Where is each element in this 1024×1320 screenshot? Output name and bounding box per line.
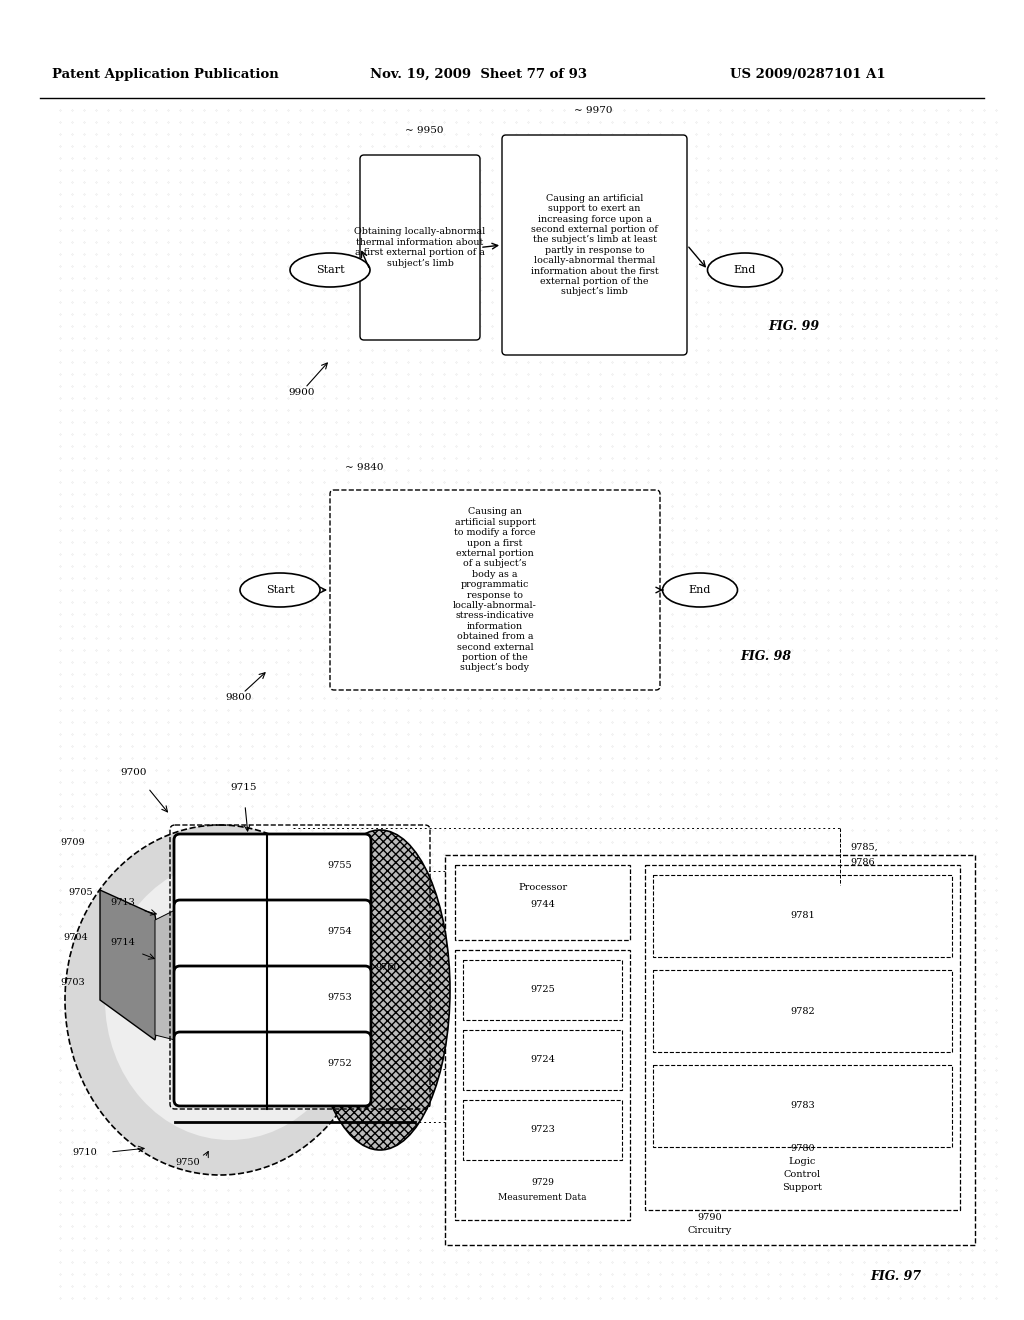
Text: Obtaining locally-abnormal
thermal information about
a first external portion of: Obtaining locally-abnormal thermal infor… xyxy=(354,227,485,268)
Text: 9800: 9800 xyxy=(225,693,252,702)
Text: 9753: 9753 xyxy=(328,993,352,1002)
Text: 9705: 9705 xyxy=(68,888,92,898)
Ellipse shape xyxy=(290,253,370,286)
Text: 9750: 9750 xyxy=(175,1158,200,1167)
Text: Logic: Logic xyxy=(788,1158,816,1166)
Text: 9714: 9714 xyxy=(110,939,135,946)
Text: Measurement Data: Measurement Data xyxy=(499,1193,587,1203)
Text: US 2009/0287101 A1: US 2009/0287101 A1 xyxy=(730,69,886,81)
Text: End: End xyxy=(689,585,712,595)
Ellipse shape xyxy=(310,830,450,1150)
Text: Causing an artificial
support to exert an
increasing force upon a
second externa: Causing an artificial support to exert a… xyxy=(530,194,658,296)
Text: Start: Start xyxy=(265,585,294,595)
FancyBboxPatch shape xyxy=(174,900,371,974)
Text: Processor: Processor xyxy=(518,883,567,892)
Ellipse shape xyxy=(240,573,319,607)
Bar xyxy=(445,855,975,1245)
Text: 9790: 9790 xyxy=(697,1213,722,1222)
Bar xyxy=(455,950,630,1220)
FancyBboxPatch shape xyxy=(174,834,371,908)
Text: 9900: 9900 xyxy=(288,388,314,397)
Text: Start: Start xyxy=(315,265,344,275)
Text: 9704: 9704 xyxy=(63,933,88,942)
Text: Support: Support xyxy=(782,1183,822,1192)
Polygon shape xyxy=(100,890,165,1040)
Text: 9754: 9754 xyxy=(328,927,352,936)
Bar xyxy=(463,1100,622,1160)
Text: ~ 9970: ~ 9970 xyxy=(574,106,613,115)
Text: Patent Application Publication: Patent Application Publication xyxy=(52,69,279,81)
Text: ~ 9950: ~ 9950 xyxy=(406,125,443,135)
Ellipse shape xyxy=(708,253,782,286)
Text: 9710: 9710 xyxy=(72,1148,96,1158)
Text: Causing an
artificial support
to modify a force
upon a first
external portion
of: Causing an artificial support to modify … xyxy=(453,507,537,672)
Bar xyxy=(463,1030,622,1090)
FancyBboxPatch shape xyxy=(360,154,480,341)
Text: 9755: 9755 xyxy=(328,861,352,870)
Text: 9780: 9780 xyxy=(791,1144,815,1152)
Text: 9786: 9786 xyxy=(850,858,874,867)
Text: Circuitry: Circuitry xyxy=(688,1226,732,1236)
Bar xyxy=(645,865,961,1210)
Ellipse shape xyxy=(65,825,375,1175)
Ellipse shape xyxy=(663,573,737,607)
Bar xyxy=(653,970,952,1052)
Bar xyxy=(455,865,630,940)
Text: ~ 9840: ~ 9840 xyxy=(345,463,384,473)
FancyBboxPatch shape xyxy=(330,490,660,690)
FancyBboxPatch shape xyxy=(174,966,371,1040)
Text: 9785,: 9785, xyxy=(850,843,878,851)
Polygon shape xyxy=(155,909,185,1040)
Bar xyxy=(653,1065,952,1147)
Text: 9700: 9700 xyxy=(120,768,146,777)
FancyBboxPatch shape xyxy=(174,1032,371,1106)
Text: 9752: 9752 xyxy=(328,1059,352,1068)
Text: 9783: 9783 xyxy=(791,1101,815,1110)
Text: 9724: 9724 xyxy=(530,1056,555,1064)
Text: 9715: 9715 xyxy=(230,783,256,792)
Text: FIG. 97: FIG. 97 xyxy=(870,1270,922,1283)
Bar xyxy=(463,960,622,1020)
Text: Control: Control xyxy=(784,1170,821,1179)
Text: Nov. 19, 2009  Sheet 77 of 93: Nov. 19, 2009 Sheet 77 of 93 xyxy=(370,69,587,81)
Text: 9703: 9703 xyxy=(60,978,85,987)
Text: 9723: 9723 xyxy=(530,1126,555,1134)
Text: 9760: 9760 xyxy=(375,964,399,972)
Ellipse shape xyxy=(105,861,355,1140)
Text: 9725: 9725 xyxy=(530,986,555,994)
FancyBboxPatch shape xyxy=(502,135,687,355)
Text: 9781: 9781 xyxy=(791,912,815,920)
Text: 9782: 9782 xyxy=(791,1006,815,1015)
Text: 9729: 9729 xyxy=(531,1177,554,1187)
Text: 9713: 9713 xyxy=(110,898,135,907)
Bar xyxy=(653,875,952,957)
Text: FIG. 98: FIG. 98 xyxy=(740,649,792,663)
Text: 9709: 9709 xyxy=(60,838,85,847)
Text: 9744: 9744 xyxy=(530,900,555,909)
Text: End: End xyxy=(734,265,756,275)
Text: FIG. 99: FIG. 99 xyxy=(768,319,819,333)
